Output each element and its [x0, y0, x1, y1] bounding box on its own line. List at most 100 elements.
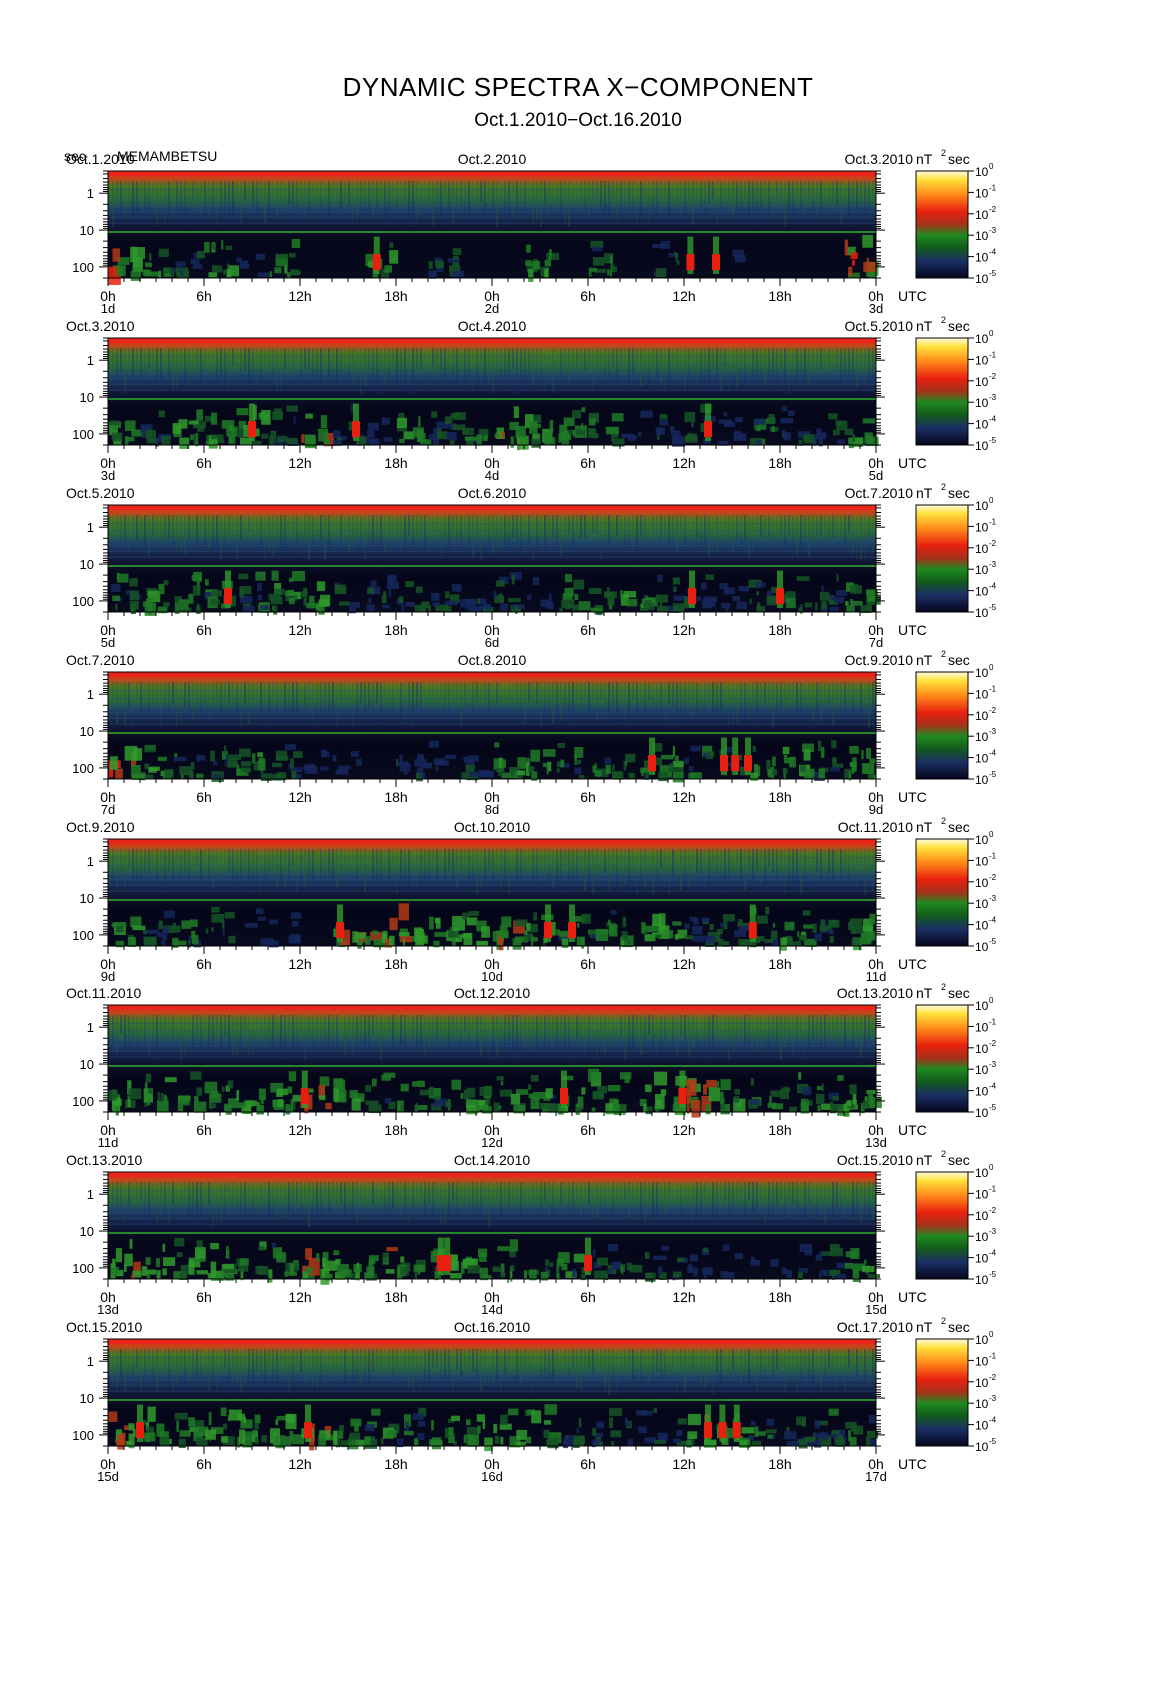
activity-cell — [350, 404, 356, 413]
spectrum-streak — [216, 682, 219, 710]
activity-cell — [132, 258, 143, 272]
x-tick-label: 18h — [384, 622, 407, 638]
spectrum-streak — [536, 682, 539, 705]
activity-cell — [734, 1088, 741, 1095]
activity-cell — [290, 269, 299, 276]
spectrum-streak — [424, 348, 427, 373]
colorbar-tick-exponent: -5 — [989, 1270, 997, 1279]
spectrum-streak — [692, 181, 695, 225]
activity-cell — [818, 768, 825, 779]
spectrum-streak — [624, 1349, 627, 1378]
activity-cell — [516, 1429, 528, 1440]
colorbar-tick-label: 10 — [975, 499, 989, 513]
activity-cell — [786, 1271, 793, 1278]
spectrum-streak — [472, 348, 475, 391]
activity-cell — [172, 423, 181, 434]
activity-cell — [172, 925, 181, 933]
spectrum-streak — [192, 849, 195, 874]
activity-cell — [525, 1436, 532, 1444]
activity-cell — [179, 1430, 191, 1437]
spectrum-streak — [660, 849, 663, 869]
activity-cell — [863, 261, 876, 273]
activity-cell — [254, 1423, 259, 1430]
spectrum-streak — [716, 348, 719, 391]
activity-cell — [382, 1252, 389, 1264]
spectrum-streak — [356, 348, 359, 388]
spectrum-streak — [172, 682, 175, 705]
activity-cell — [564, 574, 573, 583]
activity-cell — [533, 937, 538, 942]
spectrum-streak — [340, 1182, 343, 1203]
spectrum-streak — [156, 1182, 159, 1224]
activity-cell — [654, 1439, 666, 1445]
activity-cell — [255, 253, 265, 260]
activity-cell — [192, 1257, 201, 1263]
activity-cell — [610, 1430, 622, 1438]
activity-cell — [828, 929, 834, 935]
activity-cell — [413, 1264, 426, 1273]
activity-cell — [130, 270, 141, 281]
activity-cell — [156, 437, 164, 443]
x-tick-label: 18h — [384, 288, 407, 304]
activity-cell — [847, 1099, 858, 1105]
spectrum-streak — [728, 515, 731, 544]
activity-cell — [196, 773, 204, 778]
activity-cell — [466, 1426, 479, 1438]
spectrum-streak — [740, 1349, 743, 1384]
activity-cell — [819, 925, 832, 932]
spectrum-streak — [688, 849, 691, 889]
activity-cell — [832, 429, 840, 436]
activity-cell — [388, 588, 392, 597]
activity-cell — [706, 751, 715, 757]
spectrum-streak — [856, 515, 859, 559]
activity-cell — [274, 588, 285, 595]
spectrum-streak — [840, 515, 843, 536]
activity-cell — [687, 1431, 698, 1440]
activity-cell — [543, 1429, 550, 1438]
spectrum-streak — [844, 348, 847, 376]
activity-cell — [660, 1089, 667, 1096]
spectrum-streak — [236, 1182, 239, 1206]
spectrum-streak — [476, 1015, 479, 1058]
spectrum-streak — [752, 1349, 755, 1375]
spectrum-streak — [260, 181, 263, 200]
spectrum-streak — [636, 849, 639, 895]
spectrum-streak — [372, 181, 375, 219]
spectrum-streak — [236, 515, 239, 561]
activity-cell — [544, 259, 552, 267]
spectrum-streak — [140, 849, 143, 895]
burst-core — [300, 1088, 309, 1105]
activity-cell — [574, 593, 579, 601]
spectrum-streak — [160, 181, 163, 206]
activity-cell — [113, 438, 122, 445]
activity-cell — [452, 248, 462, 255]
activity-cell — [610, 265, 614, 272]
activity-cell — [398, 932, 410, 937]
activity-cell — [798, 607, 801, 613]
activity-cell — [469, 602, 477, 610]
activity-cell — [624, 760, 628, 767]
spectrum-streak — [172, 515, 175, 541]
activity-cell — [227, 758, 238, 767]
activity-cell — [196, 755, 206, 761]
utc-label: UTC — [898, 789, 927, 805]
activity-cell — [258, 1088, 266, 1101]
spectrum-streak — [472, 515, 475, 559]
spectrum-streak — [444, 682, 447, 725]
spectrum-streak — [844, 682, 847, 722]
activity-cell — [243, 1431, 253, 1441]
spectrum-streak — [248, 181, 251, 206]
activity-cell — [174, 601, 180, 614]
activity-cell — [372, 930, 378, 936]
activity-cell — [658, 913, 666, 930]
activity-cell — [303, 597, 307, 606]
activity-cell — [862, 234, 874, 248]
activity-cell — [290, 1263, 294, 1275]
activity-cell — [735, 417, 743, 423]
spectrum-streak — [728, 1015, 731, 1060]
activity-cell — [565, 1435, 577, 1440]
activity-cell — [750, 1259, 760, 1266]
x-tick-label: 6h — [580, 455, 596, 471]
activity-cell — [673, 586, 677, 592]
spectrum-streak — [696, 515, 699, 538]
